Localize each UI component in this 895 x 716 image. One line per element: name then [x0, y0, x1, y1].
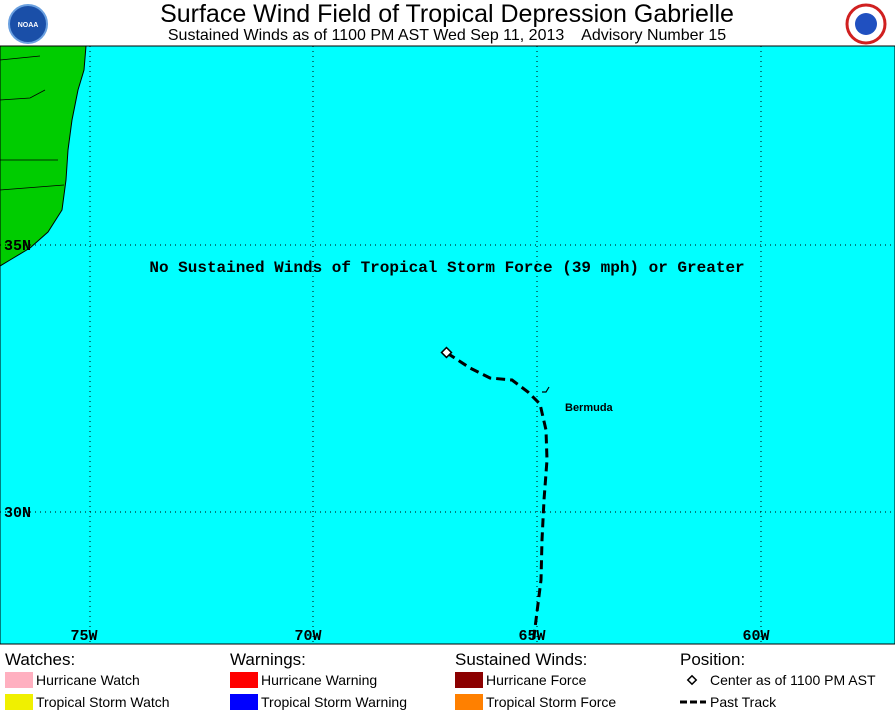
- ocean: [0, 45, 895, 645]
- legend-label: Hurricane Watch: [36, 672, 140, 688]
- subtitle: Sustained Winds as of 1100 PM AST Wed Se…: [168, 27, 726, 44]
- legend: Watches: Hurricane Watch Tropical Storm Wa…: [5, 650, 876, 710]
- center-position: [440, 346, 453, 359]
- nws-logo-center: [855, 13, 877, 35]
- legend-heading: Position:: [680, 650, 745, 669]
- lon-label: 60W: [742, 628, 769, 645]
- past-track: [446, 351, 549, 645]
- noaa-logo: [8, 4, 48, 44]
- lon-label: 65W: [518, 628, 545, 645]
- legend-swatch: [5, 694, 33, 710]
- lon-label: 70W: [294, 628, 321, 645]
- lat-label: 35N: [4, 238, 31, 255]
- land: [0, 45, 87, 267]
- legend-swatch: [230, 694, 258, 710]
- legend-label: Tropical Storm Force: [486, 694, 616, 710]
- lon-label: 75W: [70, 628, 97, 645]
- noaa-logo-text: NOAA: [18, 22, 39, 29]
- legend-swatch: [455, 672, 483, 688]
- legend-label: Hurricane Warning: [261, 672, 377, 688]
- notice: No Sustained Winds of Tropical Storm For…: [149, 259, 744, 277]
- legend-label: Center as of 1100 PM AST: [710, 672, 876, 688]
- legend-heading: Sustained Winds:: [455, 650, 587, 669]
- state-borders: [0, 55, 65, 191]
- title: Surface Wind Field of Tropical Depressio…: [160, 0, 734, 28]
- place-label: Bermuda: [565, 402, 614, 414]
- lat-label: 30N: [4, 505, 31, 522]
- legend-label: Tropical Storm Watch: [36, 694, 170, 710]
- legend-label: Tropical Storm Warning: [261, 694, 407, 710]
- legend-swatch: [455, 694, 483, 710]
- legend-swatch: [230, 672, 258, 688]
- legend-heading: Watches:: [5, 650, 75, 669]
- legend-symbol: [686, 674, 698, 686]
- legend-swatch: [5, 672, 33, 688]
- legend-heading: Warnings:: [230, 650, 306, 669]
- bermuda-island: [542, 386, 550, 393]
- legend-label: Past Track: [710, 694, 777, 710]
- graticule: [0, 46, 895, 644]
- legend-label: Hurricane Force: [486, 672, 587, 688]
